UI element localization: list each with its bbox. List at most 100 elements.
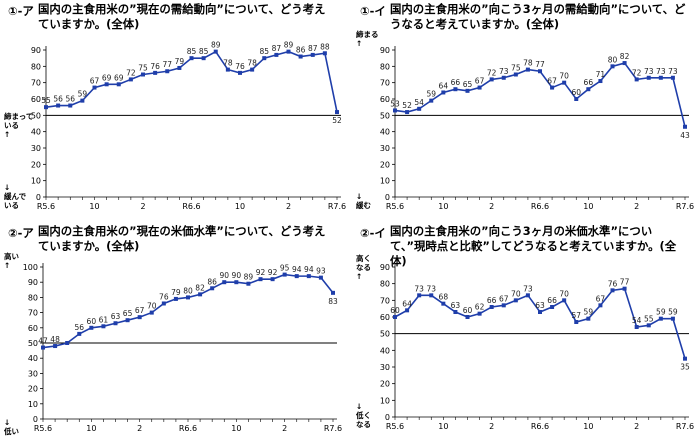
data-point (92, 85, 97, 90)
data-point (658, 75, 663, 80)
data-label: 78 (223, 59, 233, 68)
data-point (56, 103, 61, 108)
x-tick-label: R5.6 (386, 422, 404, 431)
data-label: 72 (632, 68, 642, 77)
data-point (393, 108, 397, 113)
data-point (246, 281, 251, 286)
data-label: 88 (320, 42, 330, 51)
data-point (417, 106, 422, 111)
data-label: 76 (235, 62, 245, 71)
data-point (65, 341, 70, 345)
data-label: 59 (584, 308, 594, 317)
data-point (213, 49, 218, 54)
panel-title: 国内の主食用米の”向こう3ヶ月の需給動向”について、どうなると考えていますか。(… (390, 2, 686, 31)
y-tick-label: 0 (36, 193, 41, 202)
chart-panel-2: ①-イ 国内の主食用米の”向こう3ヶ月の需給動向”について、どうなると考えていま… (352, 0, 697, 218)
data-point (513, 72, 518, 77)
y-tick-label: 100 (23, 263, 38, 272)
y-tick-label: 30 (28, 369, 38, 378)
data-label: 55 (41, 96, 51, 105)
data-point (429, 98, 434, 103)
data-label: 64 (439, 81, 449, 90)
y-tick-label: 30 (380, 144, 390, 153)
data-point (550, 85, 555, 90)
x-tick-label: R7.6 (676, 422, 694, 431)
data-label: 60 (463, 306, 473, 315)
data-point (634, 325, 639, 329)
data-label: 85 (199, 47, 209, 56)
data-label: 62 (475, 303, 485, 312)
data-point (318, 275, 323, 280)
x-tick-label: 2 (634, 202, 639, 211)
data-point (286, 49, 291, 54)
data-label: 56 (65, 95, 75, 104)
y-tick-label: 20 (380, 160, 390, 169)
x-tick-label: 10 (235, 202, 245, 211)
x-tick-label: 10 (438, 202, 448, 211)
x-tick-label: R5.6 (386, 202, 404, 211)
y-tick-label: 70 (28, 309, 38, 318)
data-point (331, 290, 335, 295)
data-point (453, 310, 458, 314)
data-point (89, 325, 94, 330)
data-point (562, 80, 567, 85)
y-tick-label: 90 (380, 263, 390, 272)
data-point (393, 315, 397, 319)
data-point (270, 277, 275, 282)
data-point (453, 87, 458, 92)
data-point (525, 67, 530, 72)
y-tick-label: 10 (380, 177, 390, 186)
data-label: 76 (159, 292, 169, 301)
panel-number: ①-イ (360, 4, 386, 18)
data-point (538, 69, 542, 74)
data-label: 77 (162, 60, 172, 69)
y-tick-label: 50 (380, 111, 390, 120)
data-point (238, 70, 242, 75)
data-label: 66 (487, 296, 497, 305)
data-label: 77 (535, 60, 545, 69)
data-label: 67 (547, 77, 557, 86)
data-label: 73 (668, 67, 678, 76)
data-label: 54 (414, 98, 424, 107)
data-label: 80 (608, 55, 618, 64)
chart-panel-4: ②-イ 国内の主食用米の”向こう3ヶ月の米価水準”について、”現時点と比較”して… (352, 222, 697, 440)
data-point (477, 311, 482, 316)
chart-panel-1: ①-ア 国内の主食用米の”現在の需給動向”について、どう考えていますか。(全体)… (0, 0, 346, 218)
chart-panel-3: ②-ア 国内の主食用米の”現在の米価水準”について、どう考えていますか。(全体)… (0, 222, 345, 440)
y-tick-label: 30 (31, 144, 41, 153)
x-tick-label: R6.6 (179, 424, 197, 433)
data-label: 69 (114, 73, 124, 82)
data-point (210, 286, 215, 291)
data-label: 94 (304, 265, 314, 274)
y-tick-label: 20 (31, 160, 41, 169)
data-label: 79 (175, 57, 185, 66)
data-label: 76 (150, 62, 160, 71)
data-point (294, 274, 299, 279)
data-label: 79 (171, 288, 181, 297)
data-label: 87 (308, 44, 318, 53)
data-label: 94 (292, 265, 302, 274)
data-label: 60 (571, 88, 581, 97)
data-point (80, 98, 85, 103)
data-point (250, 67, 255, 72)
x-tick-label: 10 (86, 424, 96, 433)
data-label: 86 (207, 277, 217, 286)
x-tick-label: R6.6 (531, 422, 549, 431)
data-label: 90 (219, 271, 229, 280)
data-point (177, 65, 182, 70)
data-label: 75 (138, 64, 148, 73)
data-label: 86 (296, 46, 306, 55)
data-point (610, 288, 615, 293)
data-point (538, 310, 542, 314)
data-point (53, 344, 58, 349)
y-tick-label: 50 (28, 339, 38, 348)
data-point (429, 293, 434, 298)
y-tick-label: 60 (380, 95, 390, 104)
data-label: 76 (608, 279, 618, 288)
y-label-top: 締まって いる ↑ (4, 112, 34, 139)
data-point (165, 69, 170, 74)
y-label-bottom: ↓ 緩んで いる (4, 183, 27, 210)
data-label: 85 (187, 47, 197, 56)
data-label: 65 (463, 80, 473, 89)
data-label: 77 (620, 278, 630, 287)
